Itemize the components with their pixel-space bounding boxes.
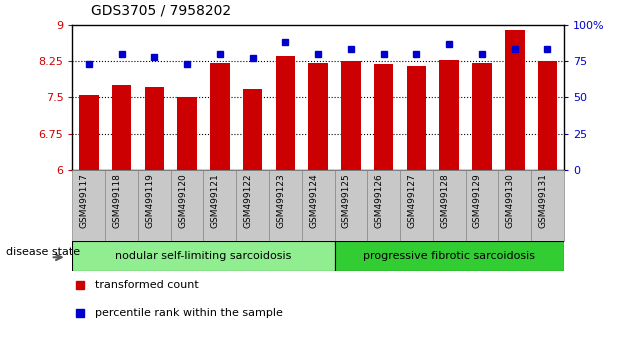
Bar <box>302 170 335 241</box>
Bar <box>72 170 105 241</box>
Text: transformed count: transformed count <box>94 280 198 290</box>
Text: GSM499120: GSM499120 <box>178 173 187 228</box>
Text: GSM499121: GSM499121 <box>211 173 220 228</box>
Text: GSM499125: GSM499125 <box>342 173 351 228</box>
Text: GSM499122: GSM499122 <box>244 173 253 228</box>
Bar <box>537 61 558 170</box>
Bar <box>531 170 564 241</box>
Text: GDS3705 / 7958202: GDS3705 / 7958202 <box>91 4 231 18</box>
Bar <box>400 170 433 241</box>
Text: GSM499126: GSM499126 <box>375 173 384 228</box>
Text: GSM499123: GSM499123 <box>277 173 285 228</box>
Bar <box>406 66 427 170</box>
Bar <box>466 170 498 241</box>
Bar <box>144 87 164 170</box>
Text: GSM499124: GSM499124 <box>309 173 318 228</box>
Text: disease state: disease state <box>6 247 81 257</box>
Text: GSM499128: GSM499128 <box>440 173 449 228</box>
Text: nodular self-limiting sarcoidosis: nodular self-limiting sarcoidosis <box>115 251 292 261</box>
Bar <box>335 170 367 241</box>
Bar <box>433 170 466 241</box>
Text: GSM499127: GSM499127 <box>408 173 416 228</box>
Bar <box>138 170 171 241</box>
Text: GSM499118: GSM499118 <box>113 173 122 228</box>
Bar <box>112 85 132 170</box>
Bar <box>374 64 394 170</box>
Bar <box>210 63 230 170</box>
Bar <box>243 89 263 170</box>
Text: GSM499131: GSM499131 <box>539 173 547 228</box>
Bar <box>498 170 531 241</box>
Bar <box>472 63 492 170</box>
Bar <box>203 170 236 241</box>
Bar <box>269 170 302 241</box>
Text: percentile rank within the sample: percentile rank within the sample <box>94 308 282 318</box>
Bar <box>439 59 459 170</box>
Bar <box>72 241 335 271</box>
Bar <box>177 97 197 170</box>
Bar <box>505 30 525 170</box>
Bar <box>308 63 328 170</box>
Bar <box>105 170 138 241</box>
Bar <box>335 241 564 271</box>
Bar <box>171 170 203 241</box>
Bar <box>341 61 361 170</box>
Text: GSM499117: GSM499117 <box>80 173 89 228</box>
Bar <box>367 170 400 241</box>
Bar <box>275 56 295 170</box>
Text: progressive fibrotic sarcoidosis: progressive fibrotic sarcoidosis <box>363 251 536 261</box>
Text: GSM499130: GSM499130 <box>506 173 515 228</box>
Text: GSM499119: GSM499119 <box>146 173 154 228</box>
Bar <box>79 95 99 170</box>
Text: GSM499129: GSM499129 <box>473 173 482 228</box>
Bar <box>236 170 269 241</box>
